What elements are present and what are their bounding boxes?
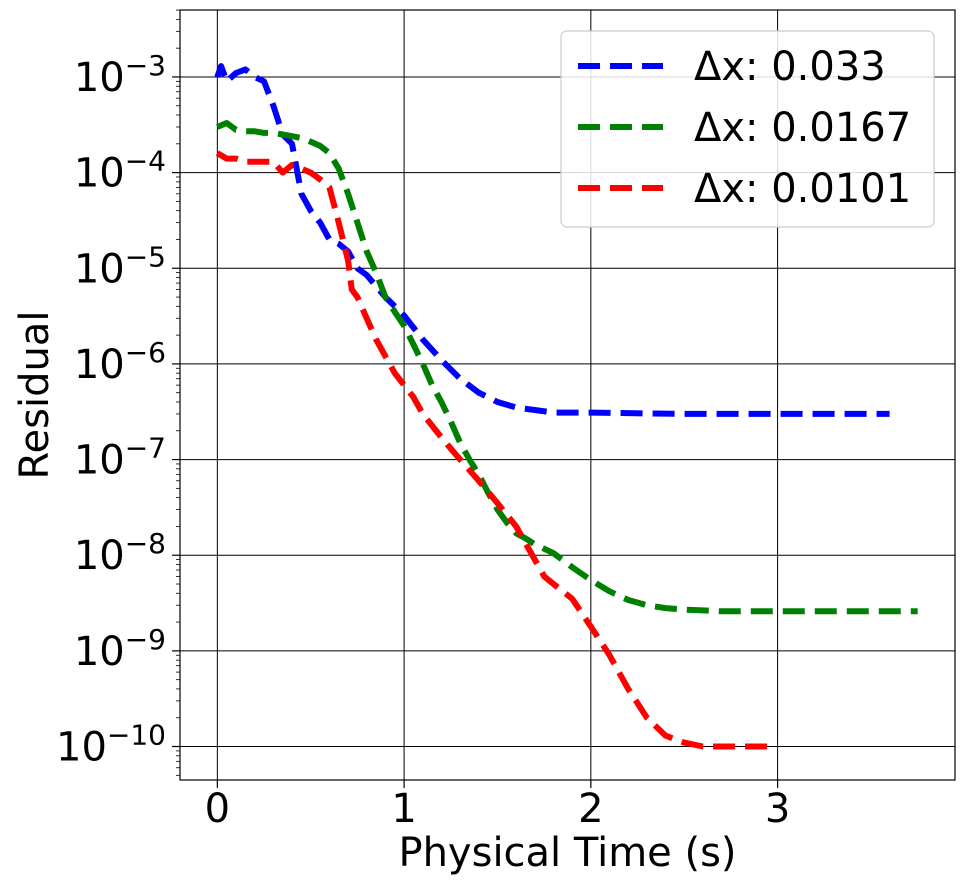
y-tick-label: 10−4 xyxy=(74,145,166,197)
series-line-1 xyxy=(214,63,890,417)
y-tick-label: 10−6 xyxy=(74,336,166,388)
legend: Δx: 0.033 Δx: 0.0167 Δx: 0.0101 xyxy=(560,30,935,228)
y-tick-label: 10−3 xyxy=(74,49,166,101)
legend-label: Δx: 0.0101 xyxy=(694,166,911,212)
y-tick-label: 10−8 xyxy=(74,527,166,579)
ticks: 0 1 2 3 10−3 10−4 10−5 10−6 10−7 10−8 10−9 10−10 xyxy=(56,9,790,832)
x-tick-label: 1 xyxy=(391,786,416,832)
legend-box xyxy=(560,30,935,228)
x-tick-label: 2 xyxy=(578,786,603,832)
y-tick-label: 10−10 xyxy=(56,719,166,771)
x-tick-label: 3 xyxy=(765,786,790,832)
y-tick-label: 10−5 xyxy=(74,240,166,292)
y-tick-label: 10−9 xyxy=(74,623,166,675)
x-tick-label: 0 xyxy=(205,786,230,832)
legend-label: Δx: 0.0167 xyxy=(694,105,911,151)
x-axis-label: Physical Time (s) xyxy=(398,830,736,876)
legend-label: Δx: 0.033 xyxy=(694,44,886,90)
plot-frame xyxy=(179,9,956,781)
y-tick-label: 10−7 xyxy=(74,432,166,484)
series-line-2 xyxy=(216,120,918,615)
series-line-3 xyxy=(215,150,778,750)
y-axis-label: Residual xyxy=(12,311,58,480)
series-layer xyxy=(214,63,918,750)
